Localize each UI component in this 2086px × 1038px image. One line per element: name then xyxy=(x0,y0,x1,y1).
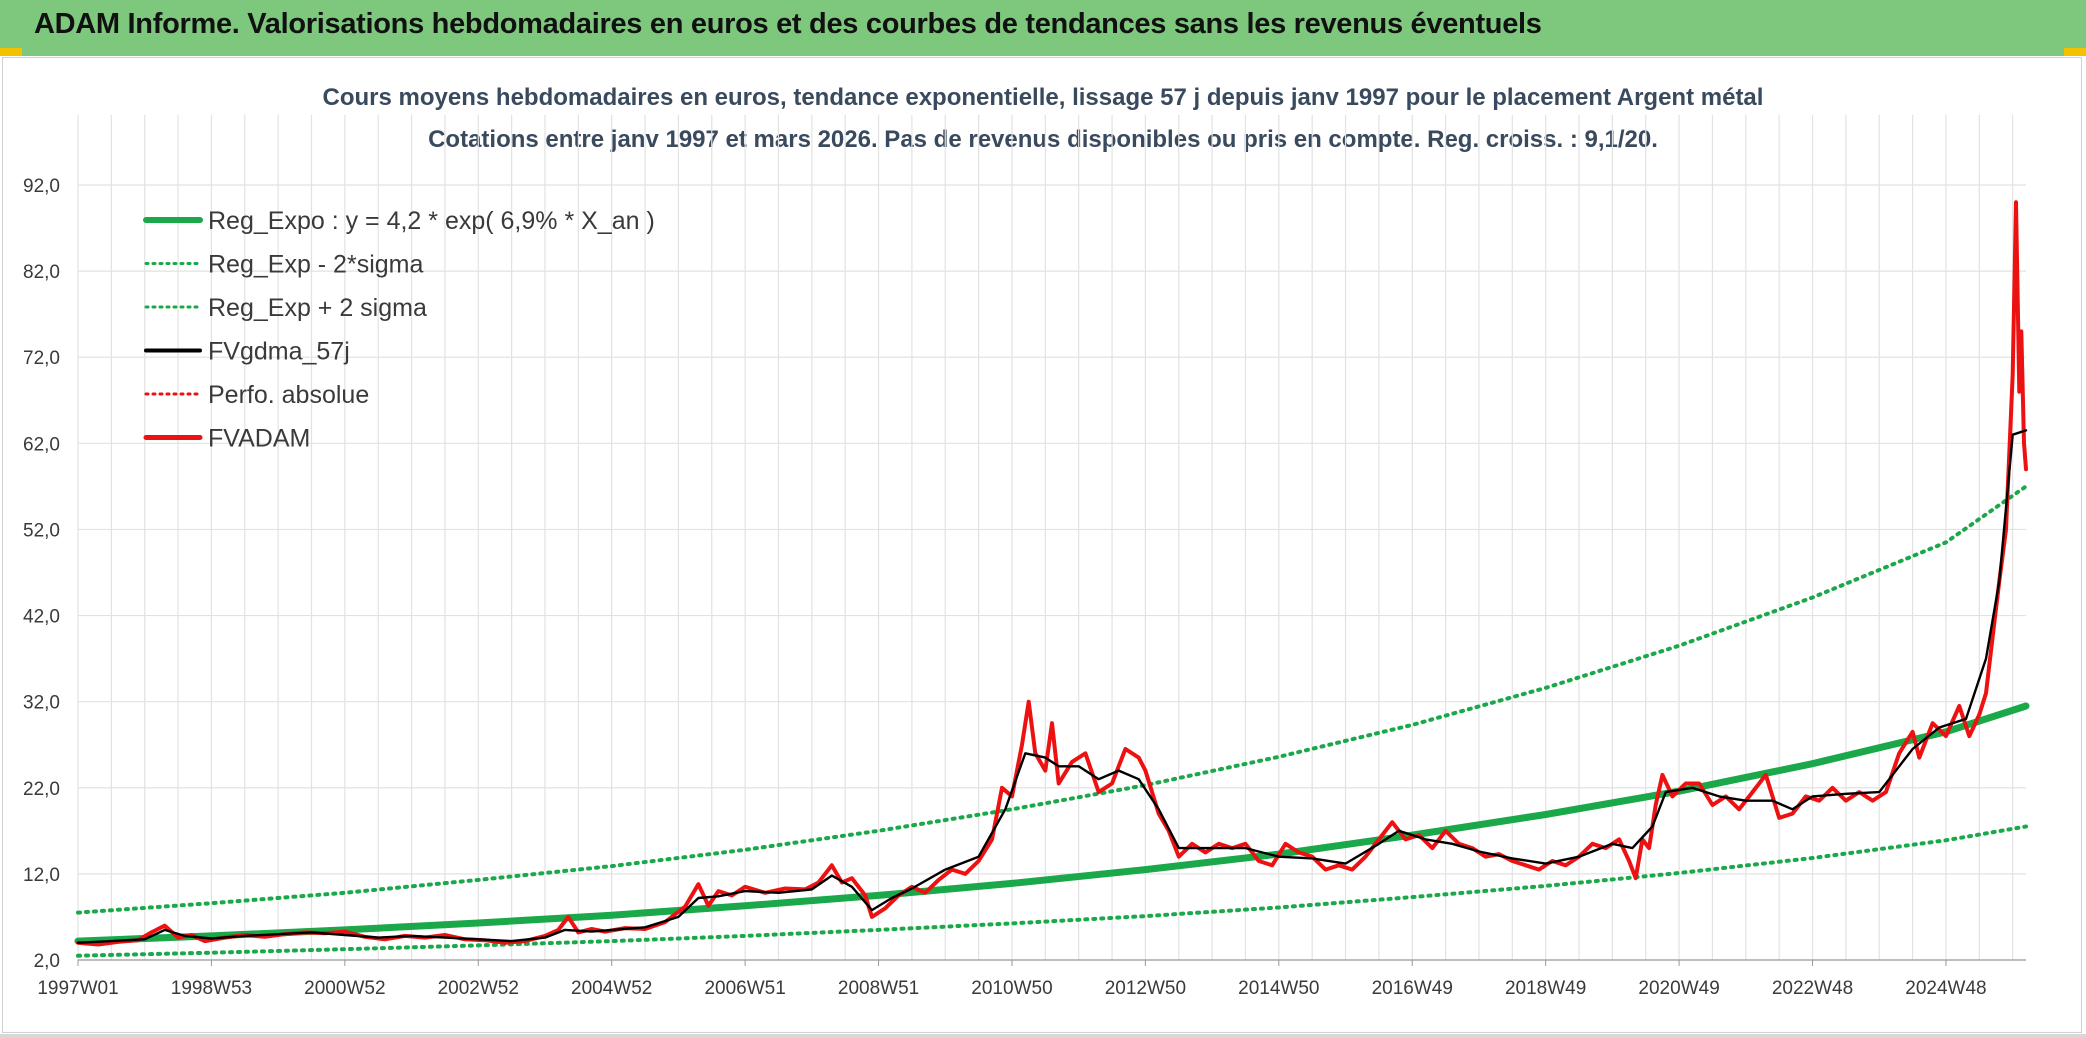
x-tick-label: 1997W01 xyxy=(37,978,118,999)
chart-title-line-2: Cotations entre janv 1997 et mars 2026. … xyxy=(428,126,1658,153)
corner-accent-left xyxy=(0,48,22,56)
y-tick-label: 82,0 xyxy=(23,262,60,283)
y-tick-label: 2,0 xyxy=(34,951,60,972)
legend-label: Reg_Exp + 2 sigma xyxy=(208,294,427,322)
page-title: ADAM Informe. Valorisations hebdomadaire… xyxy=(34,8,1542,40)
x-tick-label: 2004W52 xyxy=(571,978,652,999)
x-tick-label: 2018W49 xyxy=(1505,978,1586,999)
y-tick-label: 92,0 xyxy=(23,176,60,197)
x-tick-label: 2012W50 xyxy=(1105,978,1186,999)
y-tick-label: 32,0 xyxy=(23,693,60,714)
legend-label: Perfo. absolue xyxy=(208,381,369,409)
series-layer xyxy=(74,200,2030,958)
grid-layer xyxy=(77,115,2026,961)
x-tick-label: 2024W48 xyxy=(1905,978,1986,999)
x-tick-label: 1998W53 xyxy=(171,978,252,999)
x-tick-label: 2008W51 xyxy=(838,978,919,999)
y-tick-label: 12,0 xyxy=(23,865,60,886)
x-tick-label: 2002W52 xyxy=(438,978,519,999)
chart-title-line-1: Cours moyens hebdomadaires en euros, ten… xyxy=(322,84,1764,111)
legend: Reg_Expo : y = 4,2 * exp( 6,9% * X_an ) R… xyxy=(143,207,655,453)
y-tick-label: 62,0 xyxy=(23,434,60,455)
legend-label: FVgdma_57j xyxy=(208,338,350,366)
y-tick-label: 22,0 xyxy=(23,779,60,800)
x-tick-label: 2022W48 xyxy=(1772,978,1853,999)
axis-layer: 2,0 12,0 22,0 32,0 42,0 52,0 62,0 72,0 82,0 92,0 1… xyxy=(23,176,2026,999)
legend-label: FVADAM xyxy=(208,425,310,453)
legend-label: Reg_Exp - 2*sigma xyxy=(208,251,423,279)
series-line-reg-minus xyxy=(76,824,2028,958)
series-line-fvgdma-57j xyxy=(76,429,2028,944)
bottom-strip xyxy=(0,1034,2086,1038)
x-tick-label: 2020W49 xyxy=(1638,978,1719,999)
legend-label: Reg_Expo : y = 4,2 * exp( 6,9% * X_an ) xyxy=(208,207,655,235)
x-tick-label: 2000W52 xyxy=(304,978,385,999)
series-line-reg-plus xyxy=(76,484,2028,915)
y-tick-label: 42,0 xyxy=(23,607,60,628)
chart-frame xyxy=(2,57,2082,1033)
x-tick-label: 2016W49 xyxy=(1372,978,1453,999)
header-bar xyxy=(0,0,2086,56)
y-tick-label: 72,0 xyxy=(23,348,60,369)
series-line-reg-expo xyxy=(74,702,2030,945)
x-tick-label: 2014W50 xyxy=(1238,978,1319,999)
y-tick-label: 52,0 xyxy=(23,520,60,541)
x-tick-label: 2010W50 xyxy=(971,978,1052,999)
x-tick-label: 2006W51 xyxy=(704,978,785,999)
corner-accent-right xyxy=(2064,48,2086,56)
